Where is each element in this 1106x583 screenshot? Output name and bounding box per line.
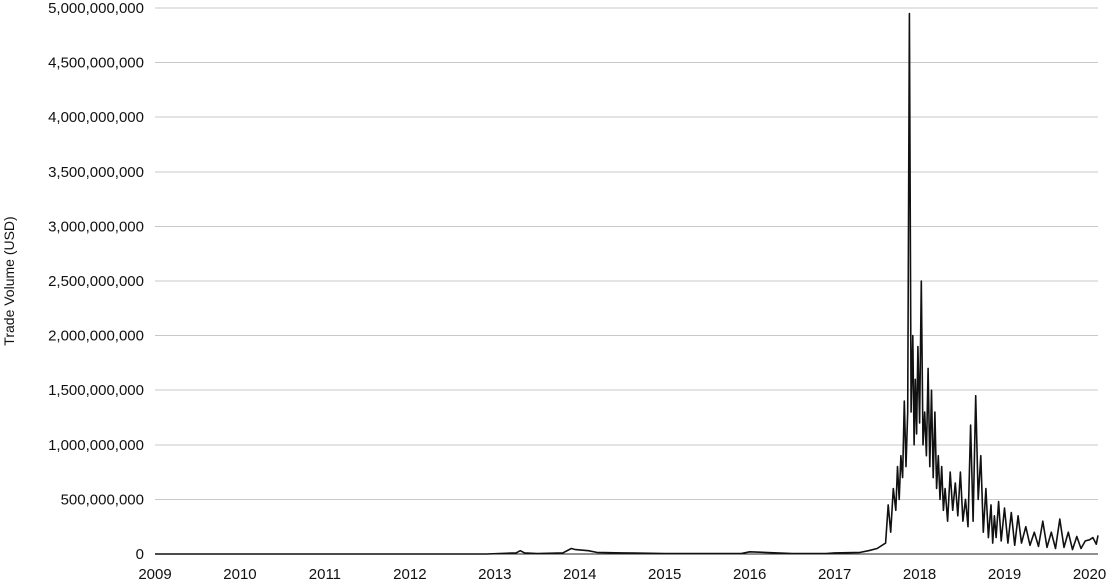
- y-tick-label: 500,000,000: [61, 491, 144, 508]
- y-axis-tick-labels: 0 500,000,000 1,000,000,000 1,500,000,000 2,…: [48, 0, 144, 563]
- y-axis-title: Trade Volume (USD): [1, 216, 17, 345]
- x-tick-label: 2011: [309, 566, 341, 583]
- y-tick-label: 3,500,000,000: [48, 164, 144, 181]
- x-tick-label: 2016: [733, 566, 766, 583]
- x-tick-label: 2012: [393, 566, 426, 583]
- series-layer: [155, 12, 1099, 555]
- x-tick-label: 2020: [1073, 566, 1106, 583]
- x-axis-tick-labels: 2009 2010 2011 2012 2013 2014 2015 2016 2017 2018…: [138, 566, 1106, 583]
- y-tick-label: 0: [136, 546, 144, 563]
- y-tick-label: 3,000,000,000: [48, 218, 144, 235]
- x-tick-label: 2015: [648, 566, 681, 583]
- y-tick-label: 2,000,000,000: [48, 328, 144, 345]
- y-tick-label: 1,000,000,000: [48, 437, 144, 454]
- y-tick-label: 2,500,000,000: [48, 273, 144, 290]
- x-tick-label: 2019: [988, 566, 1021, 583]
- x-tick-label: 2009: [138, 566, 171, 583]
- x-tick-label: 2013: [478, 566, 511, 583]
- x-tick-label: 2018: [903, 566, 936, 583]
- x-tick-label: 2017: [818, 566, 851, 583]
- x-tick-label: 2010: [223, 566, 256, 583]
- y-tick-label: 4,000,000,000: [48, 109, 144, 126]
- x-tick-label: 2014: [563, 566, 596, 583]
- gridlines: [155, 7, 1098, 500]
- series-line: [155, 12, 1099, 555]
- y-tick-label: 1,500,000,000: [48, 382, 144, 399]
- y-tick-label: 5,000,000,000: [48, 0, 144, 17]
- y-tick-label: 4,500,000,000: [48, 55, 144, 72]
